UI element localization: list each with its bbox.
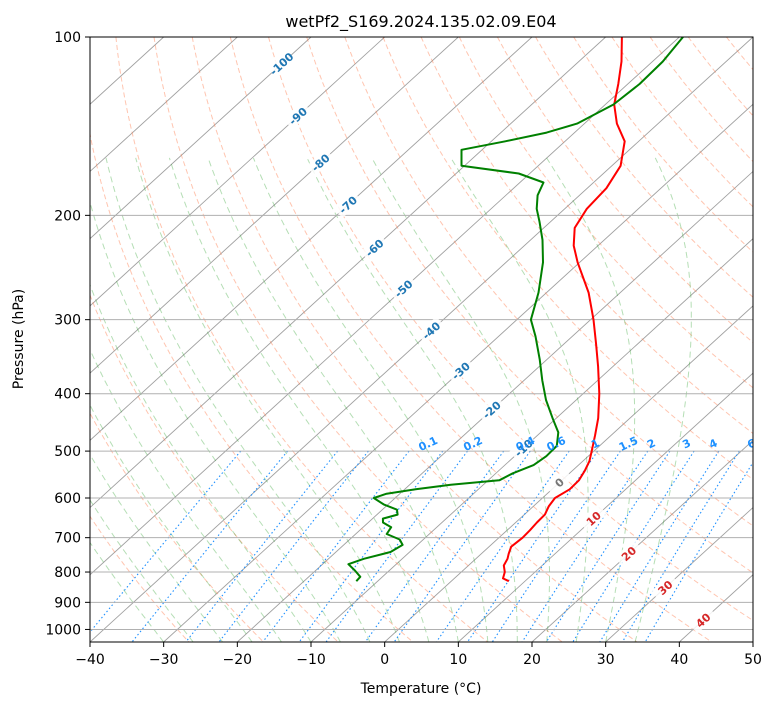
isotherm-label-bg	[650, 573, 679, 601]
y-tick-label: 900	[54, 595, 81, 611]
isotherm-label-bg	[333, 190, 362, 219]
mixing-ratio-line	[435, 450, 570, 642]
isotherm-line	[237, 170, 753, 642]
temperature-profile-line	[502, 37, 626, 583]
isotherm-line	[163, 103, 753, 642]
isotherm-label-bg	[360, 233, 389, 262]
x-tick-label: 30	[597, 652, 615, 668]
x-tick-label: 50	[744, 652, 762, 668]
isotherm-line	[90, 37, 459, 374]
y-tick-label: 300	[54, 313, 81, 329]
x-axis: −40 −30 −20 −10 0 10 20 30 40 50	[75, 642, 762, 668]
moist-adiabat-line	[90, 348, 282, 642]
y-tick-label: 600	[54, 491, 81, 507]
isotherm-label-bg	[389, 274, 418, 302]
isotherm-line	[90, 37, 385, 307]
isotherm-line	[90, 37, 680, 576]
isotherm-label-bg	[306, 148, 335, 176]
isotherm-line	[90, 37, 606, 509]
dry-adiabat-line	[306, 37, 753, 574]
moist-adiabat-line	[252, 157, 489, 642]
x-tick-label: 20	[523, 652, 541, 668]
isotherm-line	[605, 506, 753, 642]
isotherm-line	[384, 305, 753, 642]
isotherm-label-bg	[614, 539, 643, 567]
dry-adiabat-line	[649, 37, 753, 163]
dry-adiabat-line	[535, 37, 753, 298]
x-tick-label: 40	[670, 652, 688, 668]
moist-adiabat-line	[546, 157, 636, 642]
y-axis: 100 200 300 400 500 600 700 800 900 1000	[45, 30, 90, 638]
mixing-ratio-line	[572, 450, 695, 642]
isotherm-line	[531, 439, 753, 642]
moist-adiabat-line	[306, 157, 518, 642]
isotherm-label-bg	[477, 395, 506, 424]
dry-adiabat-line	[573, 37, 753, 253]
mixing-ratio-line	[218, 450, 369, 642]
isotherm-line	[90, 37, 238, 173]
dry-adiabat-line	[90, 131, 414, 642]
dry-adiabat-line	[191, 37, 638, 642]
isotherm-label-bg	[416, 316, 445, 344]
x-axis-label: Temperature (°C)	[360, 681, 482, 697]
isotherm-label-bg	[446, 356, 475, 385]
x-tick-label: 10	[449, 652, 467, 668]
mixing-ratio-line	[298, 450, 444, 642]
dry-adiabat-line	[90, 412, 264, 642]
mixing-ratio-label: 6	[745, 436, 758, 451]
mixing-ratio-line	[364, 450, 505, 642]
x-tick-label: 0	[380, 652, 389, 668]
dry-adiabat-line	[229, 37, 712, 642]
pressure-grid	[90, 37, 753, 630]
y-tick-label: 400	[54, 387, 81, 403]
profile-lines	[347, 37, 684, 583]
y-tick-label: 500	[54, 444, 81, 460]
y-tick-label: 800	[54, 565, 81, 581]
mixing-ratio-line	[644, 461, 753, 642]
isotherm-line	[90, 37, 533, 441]
mixing-ratio-line	[621, 450, 740, 642]
x-tick-label: −30	[149, 652, 179, 668]
isotherm-line	[90, 37, 753, 642]
isotherm-line	[90, 37, 312, 240]
x-tick-label: −10	[296, 652, 326, 668]
moist-adiabat-line	[90, 283, 312, 642]
dry-adiabat-line	[90, 293, 339, 642]
isotherm-label-bg	[688, 606, 717, 634]
dewpoint-profile-line	[347, 37, 684, 582]
mixing-ratio-line	[90, 450, 242, 633]
mixing-ratio-line	[185, 450, 339, 642]
dry-adiabat-line	[420, 37, 753, 435]
dry-adiabat-line	[496, 37, 753, 344]
y-axis-label: Pressure (hPa)	[11, 289, 27, 389]
moist-adiabat-line	[371, 157, 550, 642]
isotherm-line	[458, 372, 753, 642]
mixing-ratio-line	[467, 450, 599, 642]
isotherm-label-bg	[283, 102, 312, 130]
isotherm-line	[310, 238, 753, 642]
moist-adiabat-line	[450, 157, 589, 642]
mixing-ratio-line	[599, 450, 720, 642]
isotherm-label-bg	[545, 468, 574, 496]
chart-title: wetPf2_S169.2024.135.02.09.E04	[285, 12, 556, 32]
y-tick-label: 100	[54, 30, 81, 46]
isotherm-label-bg	[267, 49, 296, 78]
y-tick-label: 700	[54, 531, 81, 547]
x-tick-label: −20	[223, 652, 253, 668]
y-tick-label: 1000	[45, 622, 81, 638]
isotherm-label-bg	[509, 434, 538, 462]
mixing-ratio-line	[131, 450, 289, 642]
mixing-ratio-line	[262, 450, 410, 642]
x-tick-label: −40	[75, 652, 105, 668]
dry-adiabat-line	[382, 37, 753, 481]
plot-frame	[89, 36, 754, 643]
y-tick-label: 200	[54, 208, 81, 224]
isotherm-label-bg	[579, 504, 608, 532]
